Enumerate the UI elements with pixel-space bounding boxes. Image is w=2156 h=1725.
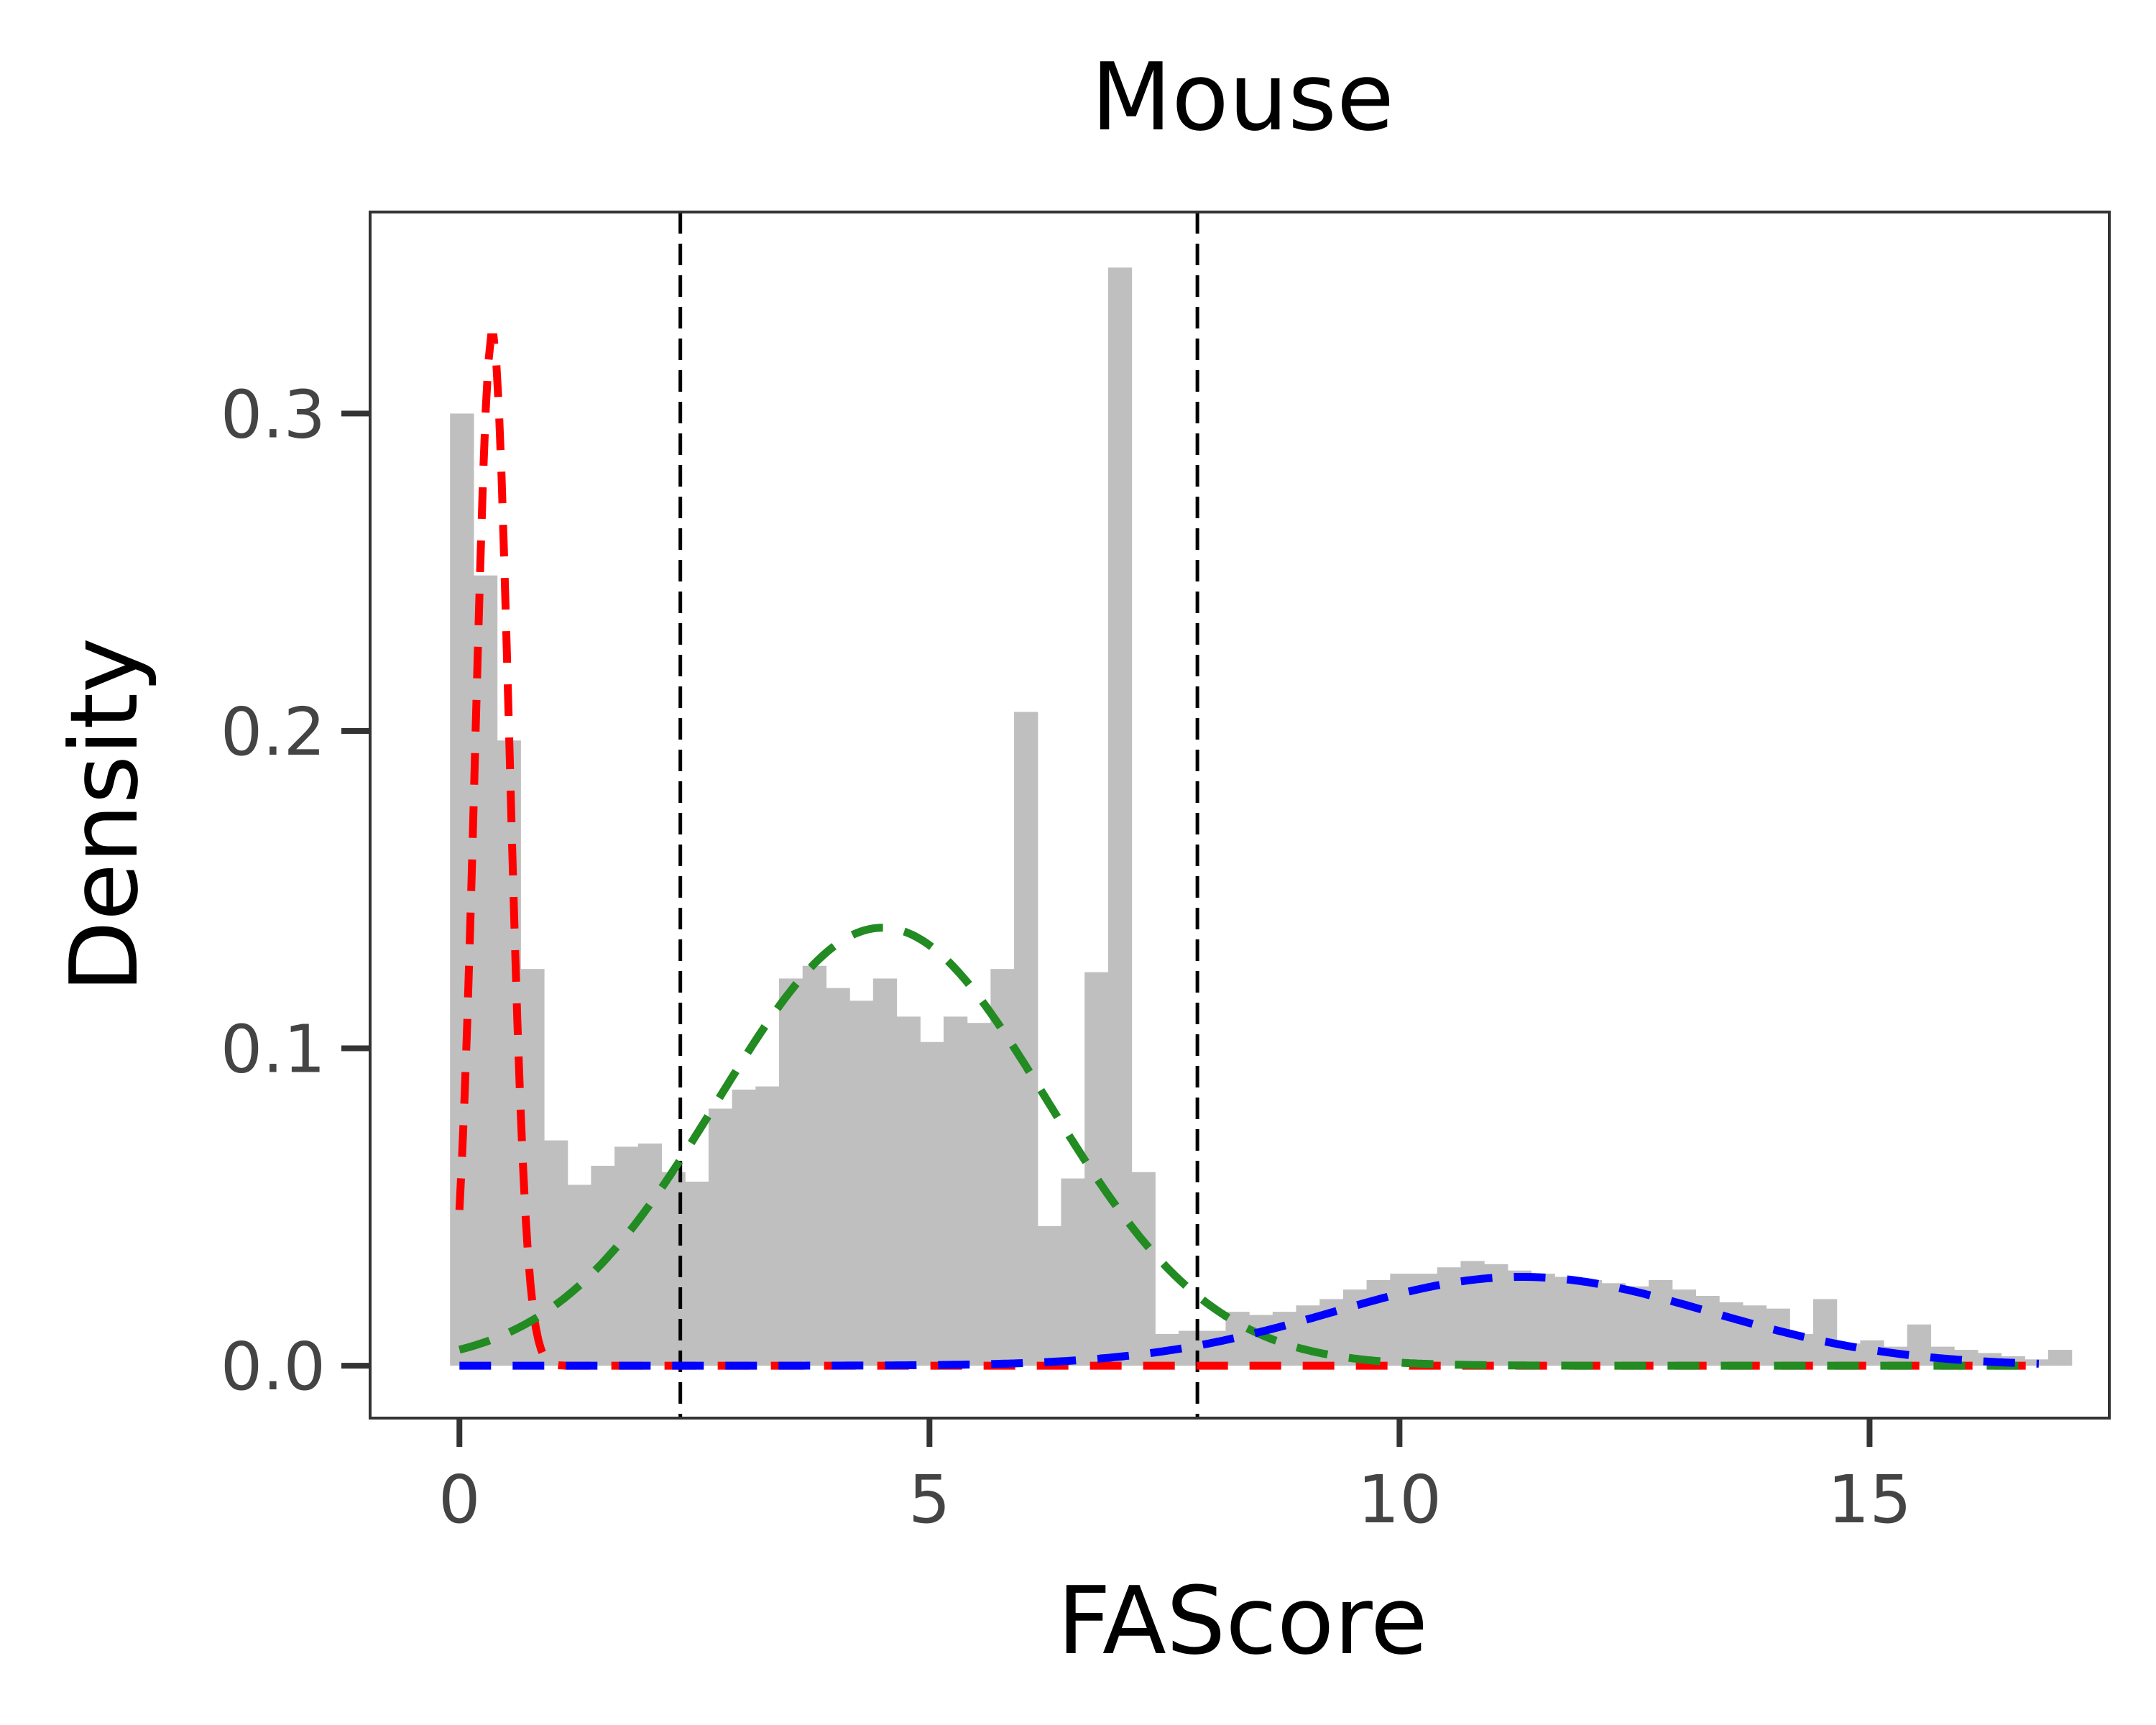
histogram-bar	[544, 1140, 568, 1366]
x-axis-ticks: 0 5 10 15	[438, 1418, 1912, 1538]
x-tick-label: 10	[1358, 1461, 1442, 1538]
y-axis-label: Density	[50, 638, 159, 993]
histogram-bar	[1107, 267, 1133, 1366]
curve-red	[455, 333, 2039, 1370]
histogram-bar	[779, 978, 803, 1366]
histogram-bar	[1742, 1305, 1767, 1366]
histogram-bar	[1037, 1225, 1062, 1366]
histogram-bar	[732, 1089, 756, 1366]
histogram-bars	[450, 267, 2073, 1366]
histogram-bar	[1907, 1324, 1932, 1366]
histogram-bar	[1437, 1267, 1462, 1366]
histogram-bar	[990, 969, 1015, 1366]
histogram-bar	[497, 740, 521, 1366]
histogram-bar	[872, 978, 898, 1366]
y-tick-label: 0.3	[221, 376, 326, 453]
histogram-bar	[1014, 712, 1038, 1366]
histogram-bar	[567, 1184, 592, 1366]
histogram-bar	[967, 1023, 991, 1366]
y-tick-label: 0.0	[221, 1328, 326, 1405]
x-tick-label: 15	[1828, 1461, 1912, 1538]
histogram-bar	[2047, 1350, 2073, 1366]
histogram-bar	[1649, 1279, 1673, 1366]
chart-title: Mouse	[1091, 42, 1394, 152]
histogram-bar	[920, 1041, 944, 1366]
histogram-bar	[826, 988, 850, 1366]
histogram-bar	[1577, 1279, 1603, 1366]
histogram-bar	[1202, 1330, 1226, 1366]
histogram-bar	[896, 1016, 921, 1366]
curve-green	[458, 924, 2039, 1370]
histogram-bar	[1531, 1274, 1555, 1366]
histogram-bar	[849, 1000, 874, 1366]
histogram-bar	[802, 965, 827, 1366]
histogram-bar	[614, 1146, 639, 1366]
histogram-bar	[1719, 1302, 1743, 1366]
histogram-bar	[1131, 1172, 1156, 1366]
histogram-bar	[708, 1108, 733, 1366]
y-tick-label: 0.1	[221, 1011, 326, 1088]
x-tick-label: 0	[438, 1461, 481, 1538]
histogram-bar	[1601, 1283, 1626, 1366]
threshold-lines	[678, 212, 1199, 1418]
x-axis-label: FAScore	[1057, 1566, 1428, 1675]
histogram-bar	[1766, 1308, 1790, 1366]
fitted-curves	[455, 333, 2040, 1370]
histogram-bar	[1554, 1276, 1579, 1366]
plot-frame	[369, 211, 2111, 1420]
histogram-bar	[1366, 1279, 1391, 1366]
curve-blue	[459, 1273, 2040, 1370]
histogram-bar	[1625, 1286, 1649, 1366]
histogram-bar	[1812, 1299, 1838, 1366]
histogram-bar	[1061, 1178, 1085, 1366]
histogram-bar	[637, 1144, 663, 1366]
y-tick-label: 0.2	[221, 694, 326, 770]
histogram-bar	[1084, 972, 1109, 1366]
histogram-bar	[473, 575, 498, 1366]
histogram-bar	[685, 1182, 709, 1366]
histogram-bar	[943, 1016, 968, 1366]
x-tick-label: 5	[908, 1461, 951, 1538]
histogram-bar	[755, 1086, 780, 1366]
y-axis-ticks: 0.0 0.1 0.2 0.3	[221, 376, 370, 1405]
histogram-bar	[1507, 1270, 1532, 1366]
